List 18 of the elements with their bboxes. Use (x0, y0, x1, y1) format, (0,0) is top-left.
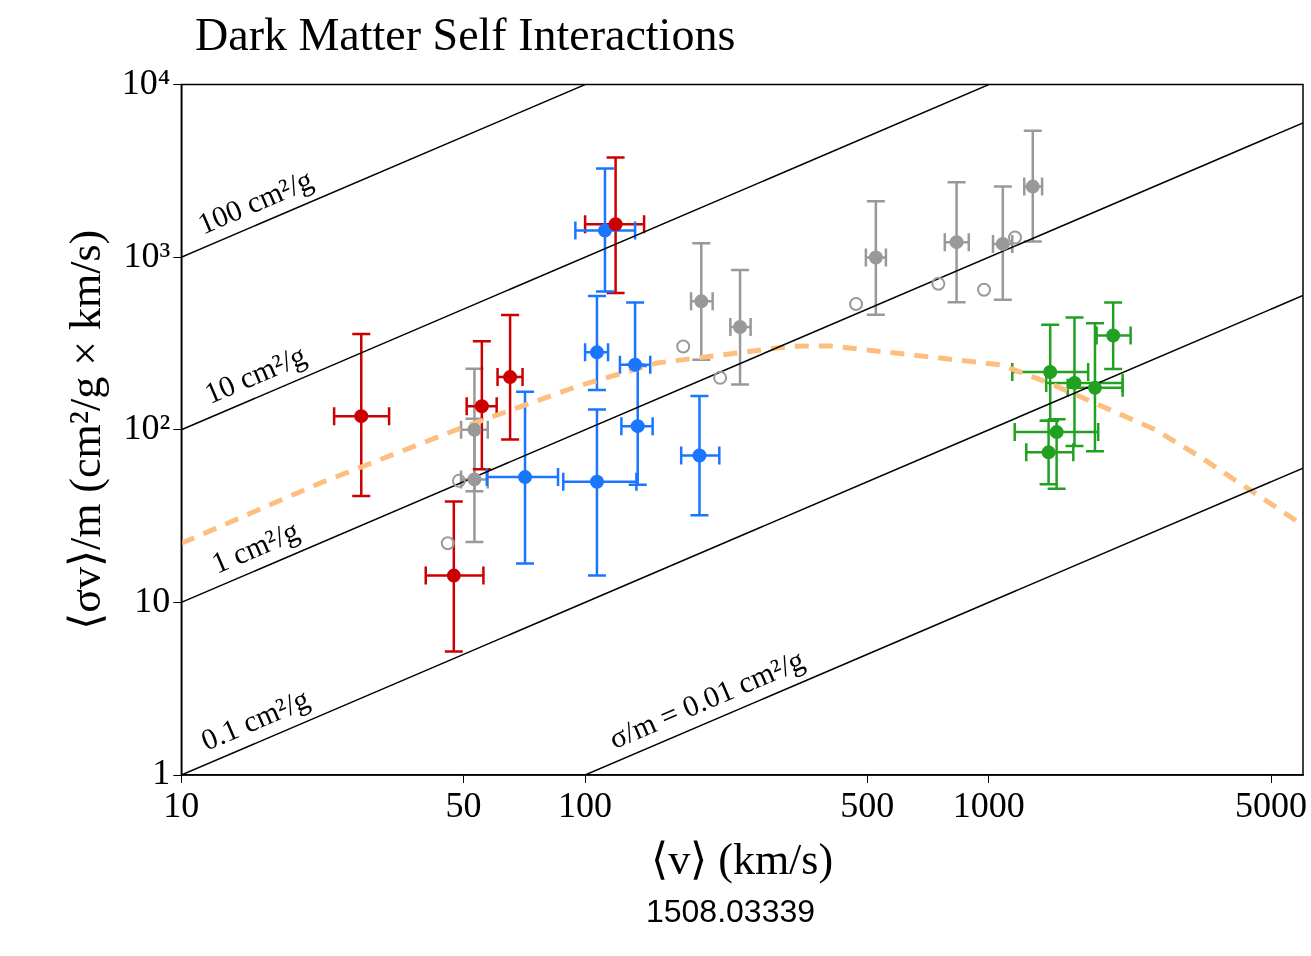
y-tick-label: 10 (134, 579, 171, 620)
x-tick-label: 50 (445, 785, 482, 826)
text: 1508.03339 (644, 893, 817, 930)
text: 10 cm²/g (199, 337, 311, 410)
text: 1 cm²/g (206, 513, 304, 580)
x-tick-label: 100 (558, 785, 613, 826)
y-tick-label: 10³ (123, 234, 171, 275)
text: 100 cm²/g (192, 162, 318, 241)
text: 0.1 cm²/g (195, 681, 314, 757)
y-tick-label: 10² (123, 407, 171, 448)
chart-title: Dark Matter Self Interactions (194, 8, 737, 60)
x-tick-label: 5000 (1235, 785, 1308, 826)
text: σ/m = 0.01 cm²/g (603, 642, 809, 755)
y-tick-label: 10⁴ (121, 62, 171, 103)
y-axis-title: ⟨σv⟩/m (cm²/g × km/s) (60, 229, 110, 630)
x-tick-label: 500 (840, 785, 895, 826)
x-tick-label: 1000 (952, 785, 1025, 826)
x-axis-title: ⟨v⟩ (km/s) (651, 835, 834, 885)
